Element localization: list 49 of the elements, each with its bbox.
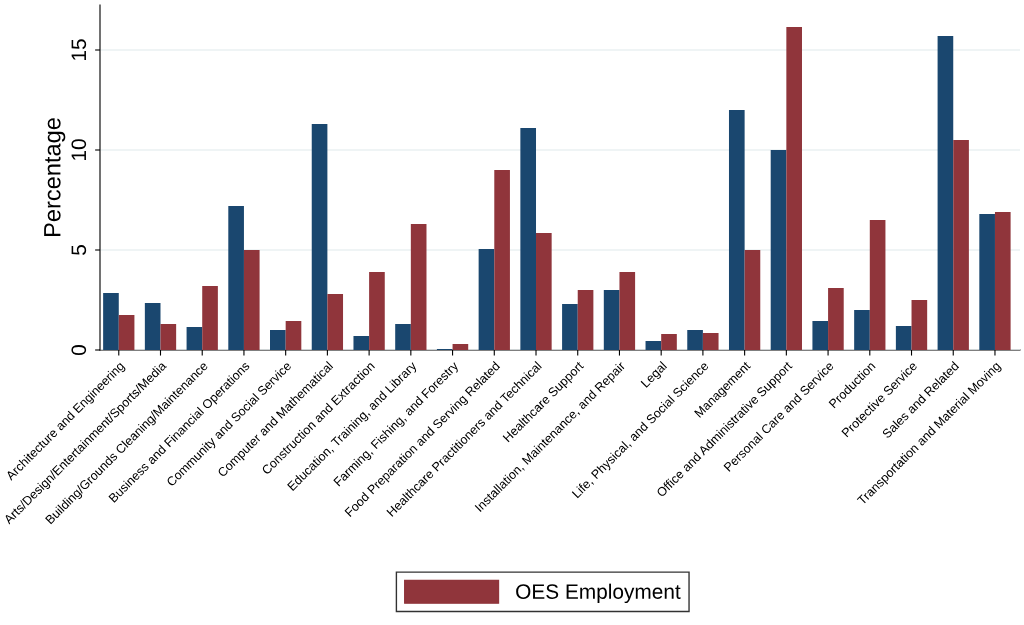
bar (452, 344, 469, 350)
bar (953, 140, 969, 350)
bar (562, 304, 578, 350)
bar (661, 334, 677, 350)
bar (186, 327, 203, 350)
bar (728, 110, 745, 350)
bar (410, 224, 427, 350)
bar (353, 336, 370, 350)
bar (687, 330, 703, 350)
bar (103, 293, 119, 350)
bar (202, 286, 218, 350)
bar (243, 250, 260, 350)
bar (603, 290, 620, 350)
bar (478, 249, 495, 350)
bar (869, 220, 886, 350)
bar (228, 206, 244, 350)
y-tick-label: 15 (71, 39, 87, 60)
bar (828, 288, 844, 350)
bar (118, 315, 135, 350)
bar (619, 272, 636, 350)
bar (160, 324, 177, 350)
y-axis-title: Percentage (44, 118, 66, 236)
bar (369, 272, 385, 350)
bar (979, 214, 995, 350)
bar (702, 333, 719, 350)
legend-label: OES Employment (516, 583, 681, 604)
bar (786, 27, 802, 350)
bar (285, 321, 302, 350)
y-tick-label: 10 (71, 139, 87, 160)
bar (744, 250, 761, 350)
bar (812, 321, 829, 350)
bar (144, 303, 161, 350)
bar (327, 294, 344, 350)
bar (494, 170, 510, 350)
bar (645, 341, 662, 350)
bar (895, 326, 912, 350)
bar (770, 150, 787, 350)
bar (270, 330, 286, 350)
bar (395, 324, 411, 350)
bar (311, 124, 328, 350)
y-tick-label: 0 (71, 345, 87, 355)
bar (577, 290, 594, 350)
bar (536, 233, 552, 350)
bar (520, 128, 537, 350)
bar (911, 300, 928, 350)
bar (937, 36, 954, 350)
bar (994, 212, 1011, 350)
bar (854, 310, 870, 350)
y-tick-label: 5 (71, 245, 87, 255)
